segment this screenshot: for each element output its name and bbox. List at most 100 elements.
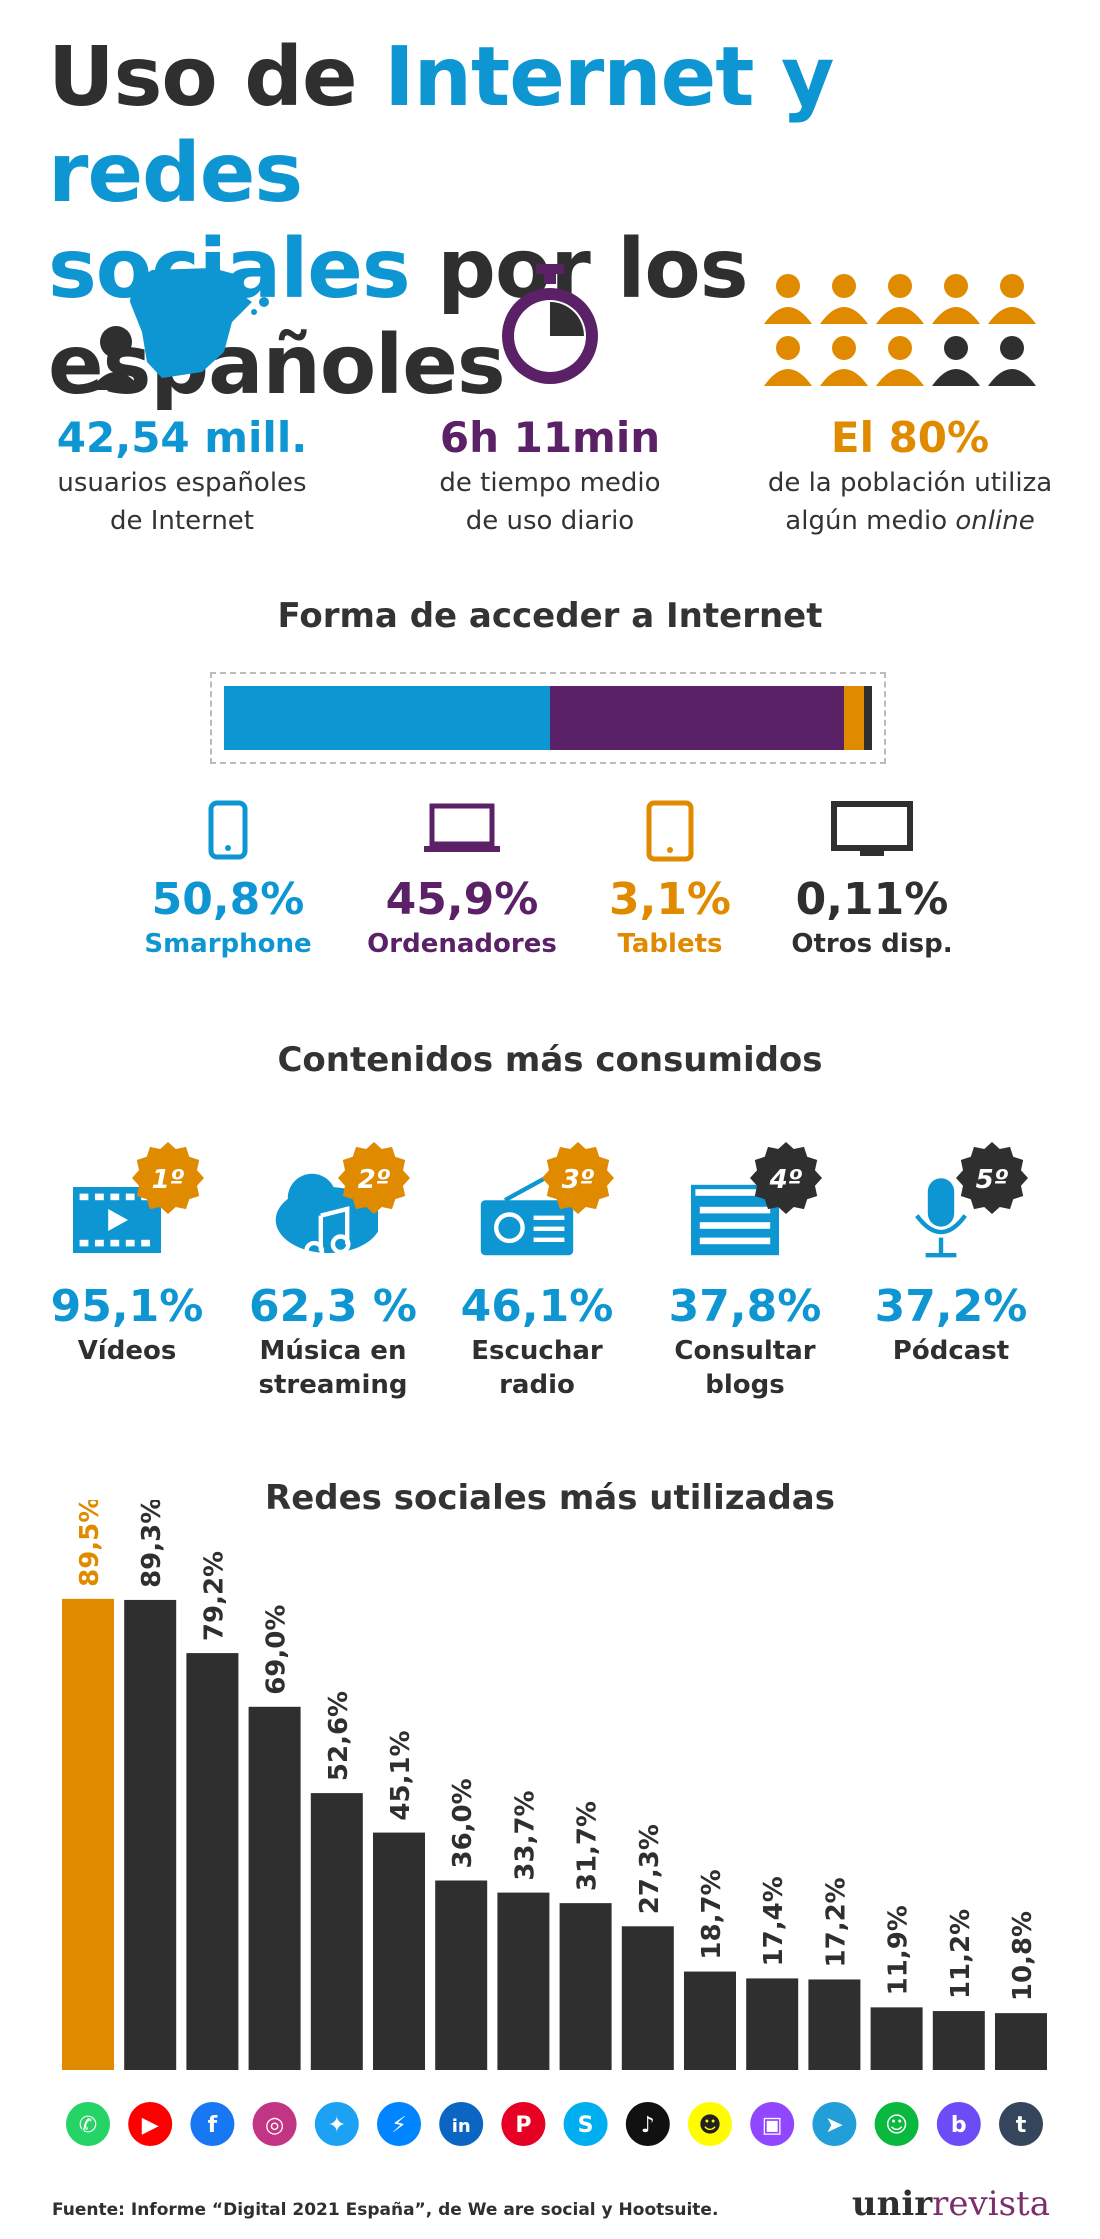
- bar: [373, 1832, 425, 2070]
- tablet-icon: [560, 800, 780, 870]
- device-smartphone-pct: 50,8%: [151, 874, 305, 925]
- blog-icon: 4º: [640, 1140, 850, 1260]
- bar-value-label: 18,7%: [697, 1869, 727, 1959]
- social-icon-glyph: ☻: [699, 2113, 722, 2138]
- brand-revista: revista: [932, 2184, 1050, 2224]
- content-label: Consultar: [674, 1336, 816, 1366]
- social-icon-glyph: ⚡: [391, 2113, 406, 2138]
- bar-value-label: 17,2%: [821, 1877, 851, 1967]
- bar: [995, 2013, 1047, 2070]
- social-icon: ♪: [625, 2102, 670, 2146]
- spain-map-user-icon: [12, 262, 352, 402]
- bar: [124, 1599, 177, 2070]
- social-icon-glyph: f: [208, 2113, 218, 2138]
- access-bar: [210, 672, 886, 764]
- content-item: 3º 46,1% Escuchar radio: [432, 1140, 642, 1402]
- social-icon: ➤: [812, 2102, 857, 2146]
- content-title: Contenidos más consumidos: [277, 1040, 823, 1080]
- bar: [870, 2007, 923, 2070]
- bar-value-label: 69,0%: [262, 1605, 292, 1695]
- social-icon-glyph: ◎: [265, 2113, 284, 2138]
- bar-value-label: 89,5%: [75, 1500, 105, 1587]
- content-item: 2º 62,3 % Música en streaming: [228, 1140, 438, 1402]
- content-pct: 95,1%: [50, 1281, 204, 1332]
- device-others-label: Otros disp.: [791, 929, 953, 959]
- stat-users-value: 42,54 mill.: [56, 413, 308, 462]
- bar-value-label: 33,7%: [510, 1790, 540, 1880]
- social-icon-glyph: t: [1016, 2113, 1027, 2138]
- person-icon: [988, 274, 1036, 324]
- video-icon: 1º: [22, 1140, 232, 1260]
- content-label: Escuchar: [471, 1336, 603, 1366]
- access-bar-segment: [844, 686, 865, 750]
- social-icon: f: [190, 2102, 235, 2146]
- bar-value-label: 27,3%: [635, 1824, 665, 1914]
- stat-time-line1: de tiempo medio: [439, 468, 661, 498]
- bar: [808, 1979, 861, 2070]
- social-icon: ▣: [750, 2102, 795, 2146]
- rank-badge: 2º: [336, 1140, 412, 1216]
- person-icon: [876, 274, 924, 324]
- social-icon-glyph: ✆: [79, 2113, 97, 2138]
- page-title: Uso de Internet y redes sociales por los…: [48, 30, 1068, 414]
- bar-value-label: 89,3%: [137, 1500, 167, 1588]
- device-computers-label: Ordenadores: [367, 929, 557, 959]
- social-icon: ▶: [128, 2102, 173, 2146]
- social-icon-glyph: ▶: [142, 2113, 159, 2138]
- social-icon: ⚡: [377, 2102, 421, 2146]
- content-label: Música en: [259, 1336, 407, 1366]
- social-icon: t: [999, 2102, 1043, 2146]
- bar: [746, 1978, 799, 2070]
- stat-time: 6h 11min de tiempo medio de uso diario: [380, 262, 720, 540]
- stopwatch-icon: [380, 262, 720, 402]
- bar-value-label: 11,9%: [884, 1905, 914, 1995]
- access-bar-segment: [864, 686, 872, 750]
- stat-population-line2-italic: online: [955, 506, 1035, 536]
- social-icon: b: [936, 2102, 981, 2146]
- social-icon: P: [501, 2102, 546, 2146]
- title-part-2: Internet y redes: [48, 30, 834, 221]
- content-label: Vídeos: [77, 1336, 177, 1366]
- device-smartphone-label: Smarphone: [144, 929, 312, 959]
- rank-badge-text: 5º: [976, 1165, 1009, 1195]
- content-pct: 62,3 %: [249, 1281, 417, 1332]
- stat-users-line2: de Internet: [109, 506, 254, 536]
- social-icon: ✆: [66, 2102, 110, 2146]
- tv-icon: [762, 800, 982, 870]
- person-icon: [764, 336, 812, 386]
- bar: [248, 1706, 301, 2070]
- person-icon: [932, 336, 980, 386]
- content-item: 1º 95,1% Vídeos: [22, 1140, 232, 1368]
- rank-badge-text: 2º: [358, 1165, 391, 1195]
- content-label: Pódcast: [892, 1336, 1010, 1366]
- rank-badge: 4º: [748, 1140, 824, 1216]
- social-icon: ☻: [688, 2102, 732, 2146]
- bar: [62, 1598, 114, 2070]
- device-tablets-pct: 3,1%: [608, 874, 732, 925]
- device-smartphone: 50,8% Smarphone: [118, 800, 338, 960]
- bar: [684, 1971, 736, 2070]
- brand-unir: unir: [851, 2184, 933, 2224]
- bar-value-label: 79,2%: [199, 1551, 229, 1641]
- stat-time-line2: de uso diario: [465, 506, 635, 536]
- access-bar-segment: [224, 686, 550, 750]
- microphone-icon: 5º: [846, 1140, 1056, 1260]
- social-icon-glyph: in: [452, 2116, 471, 2137]
- content-label-2: streaming: [258, 1370, 408, 1400]
- bar-value-label: 11,2%: [946, 1909, 976, 1999]
- device-tablets: 3,1% Tablets: [560, 800, 780, 960]
- social-icon-glyph: ✦: [328, 2113, 346, 2138]
- chart-title: Redes sociales más utilizadas: [265, 1478, 835, 1518]
- person-icon: [820, 336, 868, 386]
- content-item: 5º 37,2% Pódcast: [846, 1140, 1056, 1368]
- source-note: Fuente: Informe “Digital 2021 España”, d…: [52, 2200, 719, 2220]
- bar-value-label: 45,1%: [386, 1730, 416, 1820]
- rank-badge-text: 1º: [152, 1165, 185, 1195]
- person-icon: [764, 274, 812, 324]
- title-part-1: Uso de: [48, 30, 385, 125]
- device-computers: 45,9% Ordenadores: [352, 800, 572, 960]
- bar: [435, 1880, 488, 2070]
- smartphone-icon: [118, 800, 338, 870]
- social-icon-glyph: ♪: [641, 2113, 655, 2138]
- stat-population-line1: de la población utiliza: [767, 468, 1053, 498]
